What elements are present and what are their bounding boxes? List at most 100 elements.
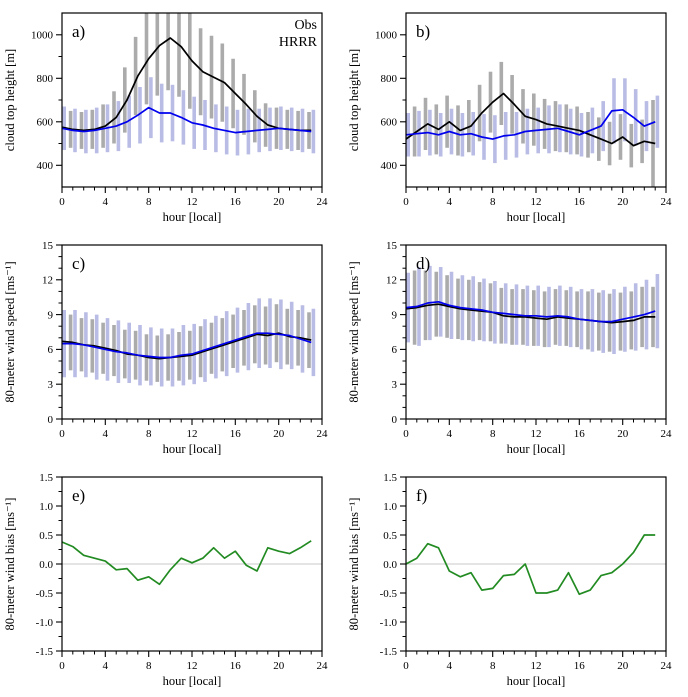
- svg-text:8: 8: [146, 428, 152, 440]
- svg-text:24: 24: [661, 660, 673, 672]
- svg-text:24: 24: [317, 196, 329, 208]
- svg-text:24: 24: [317, 660, 329, 672]
- svg-text:12: 12: [386, 275, 397, 287]
- svg-text:12: 12: [187, 428, 198, 440]
- svg-text:1000: 1000: [31, 30, 54, 42]
- y-axis-label: 80-meter wind speed [ms⁻¹]: [3, 261, 17, 402]
- svg-text:800: 800: [381, 73, 398, 85]
- panel-label: e): [72, 486, 85, 505]
- svg-text:16: 16: [574, 196, 586, 208]
- svg-text:16: 16: [230, 196, 242, 208]
- svg-text:1.5: 1.5: [39, 472, 53, 484]
- panel-c-wind-speed: 0 4 8 12 16 20 24 0 3 6 9 12 15 hour [local] 80-meter …: [3, 240, 328, 456]
- panel-e-wind-bias: 0 4 8 12 16 20 24 -1.5 -1.0 -0.5 0.0 0.5 1.0 1.5 hour …: [3, 472, 329, 688]
- svg-text:400: 400: [381, 160, 398, 172]
- svg-text:0.5: 0.5: [39, 530, 53, 542]
- svg-text:1.0: 1.0: [39, 501, 53, 513]
- svg-text:9: 9: [392, 309, 398, 321]
- panel-d-wind-speed: 0 4 8 12 16 20 24 0 3 6 9 12 15 hour [local] 80-meter …: [347, 240, 673, 456]
- svg-text:6: 6: [392, 344, 398, 356]
- svg-text:800: 800: [37, 73, 54, 85]
- svg-text:3: 3: [48, 379, 54, 391]
- svg-text:0: 0: [59, 196, 65, 208]
- x-axis-label: hour [local]: [507, 442, 566, 456]
- x-axis-label: hour [local]: [507, 210, 566, 224]
- svg-text:4: 4: [447, 428, 453, 440]
- svg-text:12: 12: [531, 196, 542, 208]
- panel-label: c): [72, 254, 85, 273]
- y-axis-label: 80-meter wind bias [ms⁻¹]: [347, 498, 361, 631]
- svg-text:8: 8: [490, 196, 496, 208]
- svg-text:0: 0: [392, 414, 398, 426]
- svg-text:0: 0: [59, 660, 65, 672]
- svg-text:0.0: 0.0: [383, 559, 397, 571]
- svg-text:12: 12: [531, 660, 542, 672]
- y-axis-label: cloud top height [m]: [3, 49, 17, 151]
- svg-text:24: 24: [661, 196, 673, 208]
- x-axis-label: hour [local]: [163, 442, 222, 456]
- svg-text:-1.0: -1.0: [36, 617, 54, 629]
- svg-text:4: 4: [103, 428, 109, 440]
- svg-text:3: 3: [392, 379, 398, 391]
- svg-text:12: 12: [42, 275, 53, 287]
- x-axis-label: hour [local]: [507, 674, 566, 688]
- svg-text:4: 4: [447, 660, 453, 672]
- svg-text:12: 12: [187, 660, 198, 672]
- svg-text:20: 20: [617, 428, 629, 440]
- y-axis-label: 80-meter wind speed [ms⁻¹]: [347, 261, 361, 402]
- svg-text:16: 16: [574, 428, 586, 440]
- svg-text:-1.5: -1.5: [36, 646, 54, 658]
- svg-text:24: 24: [661, 428, 673, 440]
- svg-text:8: 8: [146, 196, 152, 208]
- panel-label: a): [72, 22, 85, 41]
- svg-text:0: 0: [403, 660, 409, 672]
- svg-text:20: 20: [617, 196, 629, 208]
- svg-text:600: 600: [37, 117, 54, 129]
- svg-text:20: 20: [617, 660, 629, 672]
- svg-text:8: 8: [490, 660, 496, 672]
- svg-text:0: 0: [403, 428, 409, 440]
- svg-text:4: 4: [103, 196, 109, 208]
- svg-text:16: 16: [230, 428, 242, 440]
- svg-text:1.0: 1.0: [383, 501, 397, 513]
- x-axis-label: hour [local]: [163, 210, 222, 224]
- svg-text:-1.5: -1.5: [380, 646, 398, 658]
- x-axis-label: hour [local]: [163, 674, 222, 688]
- svg-text:20: 20: [273, 428, 285, 440]
- svg-text:0: 0: [403, 196, 409, 208]
- svg-text:0: 0: [48, 414, 54, 426]
- svg-text:600: 600: [381, 117, 398, 129]
- svg-text:8: 8: [146, 660, 152, 672]
- svg-text:6: 6: [48, 344, 54, 356]
- svg-text:20: 20: [273, 196, 285, 208]
- svg-text:15: 15: [42, 240, 54, 252]
- svg-text:0: 0: [59, 428, 65, 440]
- panel-a-cloud-top-height: 0 4 8 12 16 20 24 400 600 800 1000 hour [local] clou…: [3, 12, 329, 224]
- svg-text:12: 12: [531, 428, 542, 440]
- svg-text:8: 8: [490, 428, 496, 440]
- svg-text:16: 16: [574, 660, 586, 672]
- svg-text:20: 20: [273, 660, 285, 672]
- svg-text:1.5: 1.5: [383, 472, 397, 484]
- panel-label: b): [416, 22, 430, 41]
- panel-b-cloud-top-height: 0 4 8 12 16 20 24 400 600 800 1000 hour [local] clou…: [347, 12, 673, 224]
- svg-text:4: 4: [103, 660, 109, 672]
- legend-entry: Obs: [294, 18, 317, 33]
- svg-text:15: 15: [386, 240, 398, 252]
- panel-f-wind-bias: 0 4 8 12 16 20 24 -1.5 -1.0 -0.5 0.0 0.5 1.0 1.5 hour …: [347, 472, 673, 688]
- svg-text:0.5: 0.5: [383, 530, 397, 542]
- svg-text:1000: 1000: [375, 30, 398, 42]
- svg-text:9: 9: [48, 309, 54, 321]
- svg-text:4: 4: [447, 196, 453, 208]
- svg-text:400: 400: [37, 160, 54, 172]
- svg-text:-0.5: -0.5: [380, 588, 398, 600]
- legend-entry: HRRR: [279, 35, 318, 50]
- svg-text:0.0: 0.0: [39, 559, 53, 571]
- svg-text:12: 12: [187, 196, 198, 208]
- y-axis-label: 80-meter wind bias [ms⁻¹]: [3, 498, 17, 631]
- panel-label: d): [416, 254, 430, 273]
- panel-label: f): [416, 486, 427, 505]
- svg-text:-1.0: -1.0: [380, 617, 398, 629]
- svg-text:16: 16: [230, 660, 242, 672]
